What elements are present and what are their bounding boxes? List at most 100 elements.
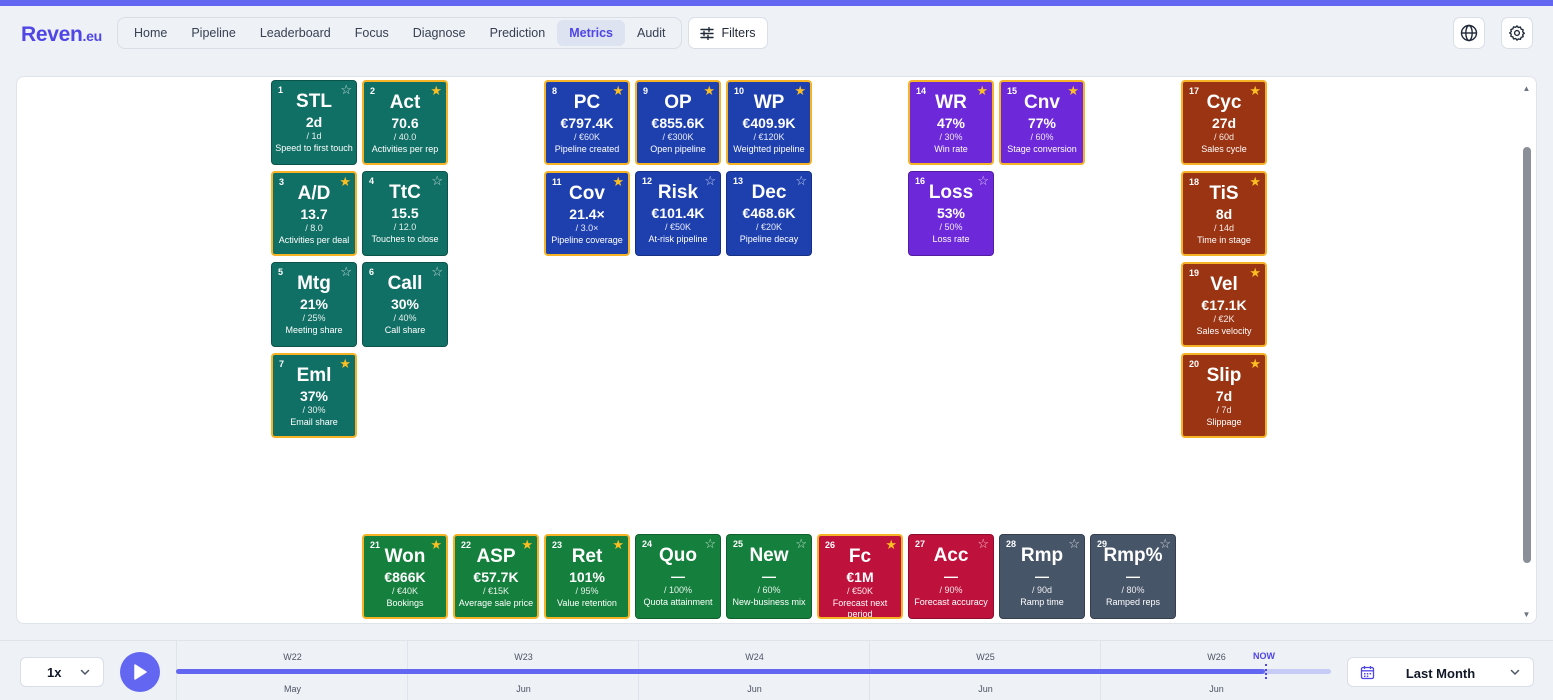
metric-number: 6: [369, 267, 375, 277]
star-icon[interactable]: ☆: [977, 173, 989, 188]
metric-target: / 14d: [1213, 223, 1235, 233]
metric-tile-a-d[interactable]: 3 ★ A/D 13.7/ 8.0 Activities per deal: [271, 171, 357, 256]
nav-home[interactable]: Home: [134, 26, 168, 40]
nav-audit[interactable]: Audit: [636, 26, 666, 40]
period-select[interactable]: Last Month: [1347, 657, 1534, 687]
metric-tile-risk[interactable]: 12 ☆ Risk €101.4K / €50K At-risk pipeline: [635, 171, 721, 256]
metric-tile-tis[interactable]: 18 ★ TiS 8d/ 14d Time in stage: [1181, 171, 1267, 256]
settings-button[interactable]: [1501, 17, 1533, 49]
star-icon[interactable]: ★: [430, 537, 442, 552]
metric-tile-pc[interactable]: 8 ★ PC €797.4K / €60K Pipeline created: [544, 80, 630, 165]
metric-tile-rmp-pct[interactable]: 29 ☆ Rmp% —/ 80% Ramped reps: [1090, 534, 1176, 619]
star-icon[interactable]: ★: [612, 83, 624, 98]
metric-target: / 7d: [1216, 405, 1232, 415]
metric-tile-ttc[interactable]: 4 ☆ TtC 15.5/ 12.0 Touches to close: [362, 171, 448, 256]
metric-tile-op[interactable]: 9 ★ OP €855.6K / €300K Open pipeline: [635, 80, 721, 165]
speed-select[interactable]: 1x: [20, 657, 104, 687]
star-icon[interactable]: ☆: [704, 536, 716, 551]
metric-tile-wr[interactable]: 14 ★ WR 47%/ 30% Win rate: [908, 80, 994, 165]
nav-prediction[interactable]: Prediction: [489, 26, 546, 40]
metric-value: —: [944, 568, 958, 584]
now-marker[interactable]: [1265, 664, 1267, 679]
metric-tile-slip[interactable]: 20 ★ Slip 7d/ 7d Slippage: [1181, 353, 1267, 438]
filters-button[interactable]: Filters: [688, 17, 768, 49]
nav-focus[interactable]: Focus: [354, 26, 389, 40]
metric-tile-stl[interactable]: 1 ☆ STL 2d/ 1d Speed to first touch: [271, 80, 357, 165]
nav-leaderboard[interactable]: Leaderboard: [259, 26, 331, 40]
scrollbar[interactable]: ▲ ▼: [1522, 84, 1531, 619]
metric-tile-fc[interactable]: 26 ★ Fc €1M / €50K Forecast next period: [817, 534, 903, 619]
metric-tile-cyc[interactable]: 17 ★ Cyc 27d/ 60d Sales cycle: [1181, 80, 1267, 165]
star-icon[interactable]: ★: [794, 83, 806, 98]
metric-tile-quo[interactable]: 24 ☆ Quo —/ 100% Quota attainment: [635, 534, 721, 619]
logo[interactable]: Reven.eu: [21, 23, 102, 46]
metric-tile-eml[interactable]: 7 ★ Eml 37%/ 30% Email share: [271, 353, 357, 438]
star-icon[interactable]: ★: [1249, 356, 1261, 371]
star-icon[interactable]: ★: [1067, 83, 1079, 98]
star-icon[interactable]: ☆: [977, 536, 989, 551]
month-label: Jun: [747, 684, 762, 694]
metric-tile-wp[interactable]: 10 ★ WP €409.9K / €120K Weighted pipeline: [726, 80, 812, 165]
metric-target: / €2K: [1213, 314, 1235, 324]
metric-tile-cnv[interactable]: 15 ★ Cnv 77%/ 60% Stage conversion: [999, 80, 1085, 165]
metric-target: / 50%: [939, 222, 963, 232]
nav-pipeline[interactable]: Pipeline: [191, 26, 236, 40]
language-button[interactable]: [1453, 17, 1485, 49]
scroll-up-icon[interactable]: ▲: [1522, 84, 1531, 93]
star-icon[interactable]: ☆: [704, 173, 716, 188]
metric-tile-mtg[interactable]: 5 ☆ Mtg 21%/ 25% Meeting share: [271, 262, 357, 347]
scroll-down-icon[interactable]: ▼: [1522, 610, 1531, 619]
metric-tile-acc[interactable]: 27 ☆ Acc —/ 90% Forecast accuracy: [908, 534, 994, 619]
star-icon[interactable]: ☆: [1068, 536, 1080, 551]
star-icon[interactable]: ☆: [795, 536, 807, 551]
star-icon[interactable]: ★: [612, 537, 624, 552]
star-icon[interactable]: ★: [430, 83, 442, 98]
metric-tile-act[interactable]: 2 ★ Act 70.6/ 40.0 Activities per rep: [362, 80, 448, 165]
metric-tile-cov[interactable]: 11 ★ Cov 21.4×/ 3.0× Pipeline coverage: [544, 171, 630, 256]
star-icon[interactable]: ☆: [340, 82, 352, 97]
metric-value: €409.9K: [742, 115, 796, 131]
star-icon[interactable]: ★: [703, 83, 715, 98]
metric-tile-dec[interactable]: 13 ☆ Dec €468.6K / €20K Pipeline decay: [726, 171, 812, 256]
chevron-down-icon: [80, 669, 90, 676]
metric-value: €1M: [846, 569, 874, 585]
scrollbar-thumb[interactable]: [1523, 147, 1531, 563]
metric-tile-new[interactable]: 25 ☆ New —/ 60% New-business mix: [726, 534, 812, 619]
metric-number: 7: [279, 359, 285, 369]
metric-tile-vel[interactable]: 19 ★ Vel €17.1K / €2K Sales velocity: [1181, 262, 1267, 347]
metric-label: Speed to first touch: [275, 143, 353, 153]
star-icon[interactable]: ★: [885, 537, 897, 552]
star-icon[interactable]: ★: [339, 356, 351, 371]
metric-number: 13: [733, 176, 744, 186]
play-button[interactable]: [120, 652, 160, 692]
nav-diagnose[interactable]: Diagnose: [412, 26, 466, 40]
metric-tile-call[interactable]: 6 ☆ Call 30%/ 40% Call share: [362, 262, 448, 347]
metric-value: —: [1126, 568, 1140, 584]
metric-number: 22: [461, 540, 472, 550]
metric-label: Activities per rep: [371, 144, 439, 154]
star-icon[interactable]: ★: [1249, 174, 1261, 189]
metric-tile-asp[interactable]: 22 ★ ASP €57.7K / €15K Average sale price: [453, 534, 539, 619]
metric-tile-loss[interactable]: 16 ☆ Loss 53%/ 50% Loss rate: [908, 171, 994, 256]
metric-tile-ret[interactable]: 23 ★ Ret 101%/ 95% Value retention: [544, 534, 630, 619]
metric-number: 21: [370, 540, 381, 550]
star-icon[interactable]: ★: [339, 174, 351, 189]
nav-metrics[interactable]: Metrics: [557, 20, 625, 46]
star-icon[interactable]: ☆: [431, 173, 443, 188]
star-icon[interactable]: ★: [521, 537, 533, 552]
timeline[interactable]: W26 Jun W25 Jun W24 Jun W23 Jun W22 May NOW: [176, 641, 1331, 700]
star-icon[interactable]: ☆: [1159, 536, 1171, 551]
star-icon[interactable]: ☆: [340, 264, 352, 279]
metric-label: Pipeline created: [554, 144, 620, 154]
star-icon[interactable]: ★: [976, 83, 988, 98]
metric-label: Forecast accuracy: [914, 597, 988, 607]
star-icon[interactable]: ★: [1249, 83, 1261, 98]
star-icon[interactable]: ☆: [431, 264, 443, 279]
timeline-progress: [176, 669, 1265, 674]
star-icon[interactable]: ★: [612, 174, 624, 189]
metric-tile-rmp[interactable]: 28 ☆ Rmp —/ 90d Ramp time: [999, 534, 1085, 619]
star-icon[interactable]: ☆: [795, 173, 807, 188]
star-icon[interactable]: ★: [1249, 265, 1261, 280]
metric-tile-won[interactable]: 21 ★ Won €866K / €40K Bookings: [362, 534, 448, 619]
metric-symbol: WR: [935, 92, 967, 113]
